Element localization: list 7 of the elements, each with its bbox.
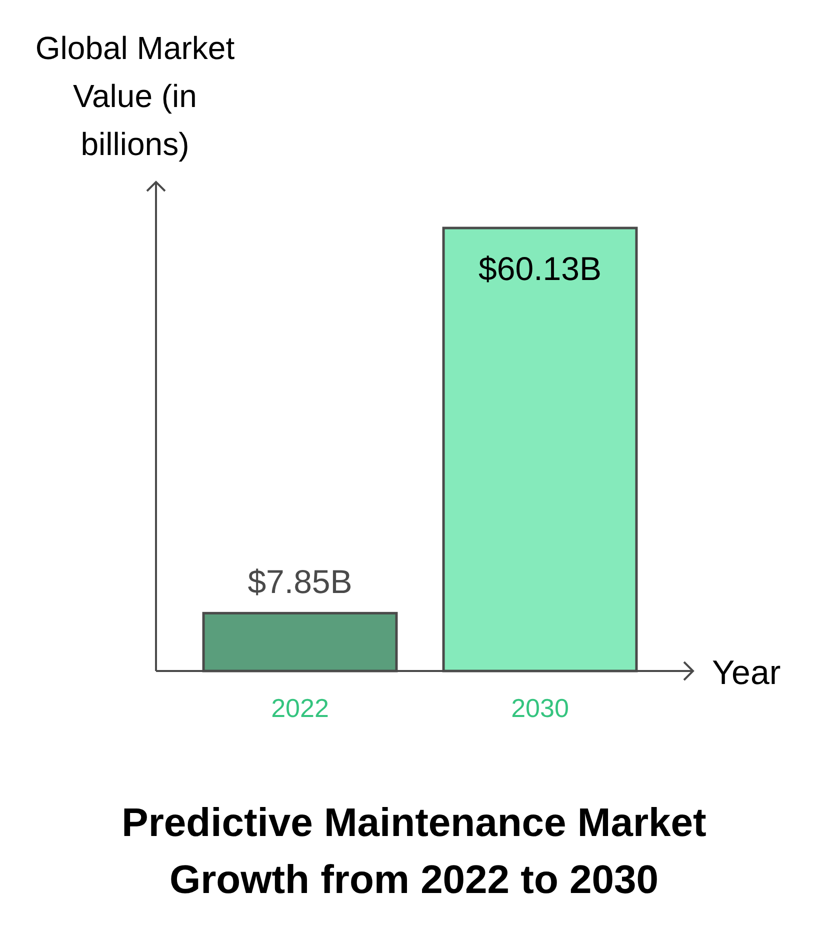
x-tick-label: 2030: [511, 693, 569, 723]
x-axis-title: Year: [712, 654, 781, 692]
data-label: $60.13B: [478, 250, 602, 287]
data-label: $7.85B: [248, 563, 352, 600]
y-axis-title: Global Market Value (in billions): [35, 30, 235, 162]
x-tick-label: 2022: [271, 693, 329, 723]
text: Predictive Maintenance Market Growth from 2022 to 2030: [122, 801, 706, 902]
